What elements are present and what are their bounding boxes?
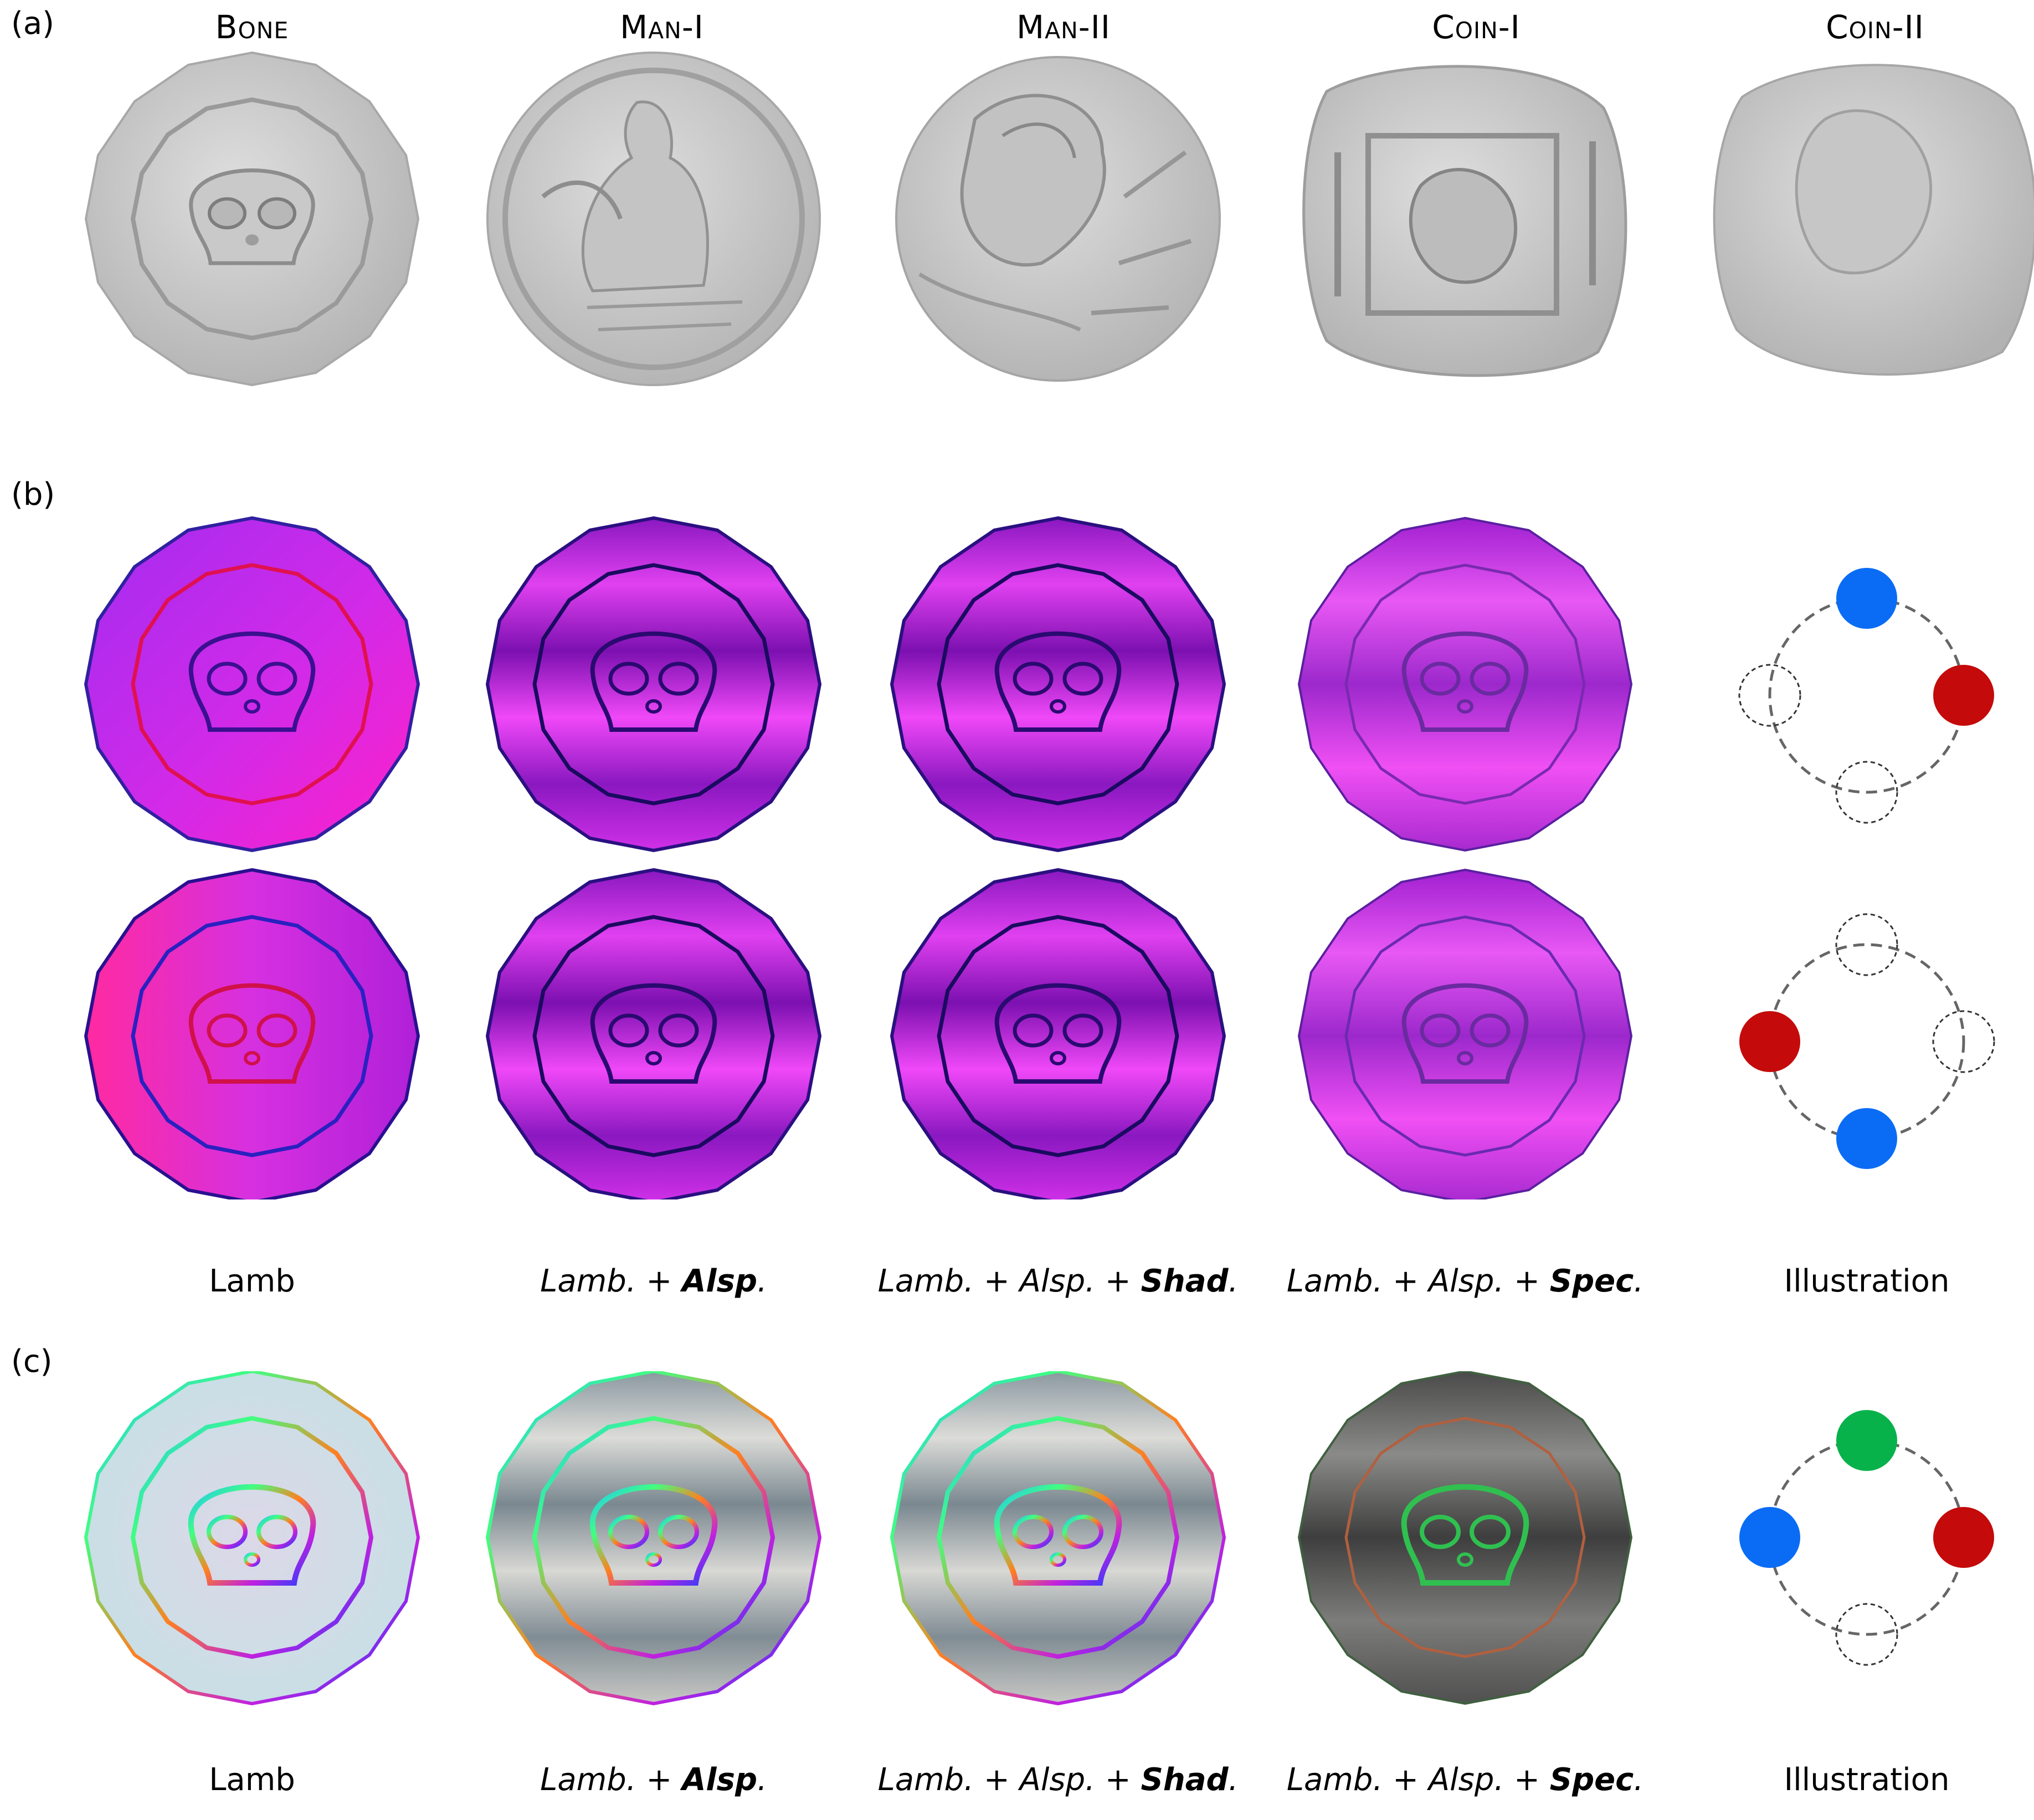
caption-b-shad: Lamb. + Alsp. + Shad. <box>877 1263 1239 1299</box>
title-coin-ii: Coin-II <box>1826 8 1924 46</box>
b1-spec-render <box>1297 516 1633 852</box>
light-green-dot <box>1836 1410 1897 1471</box>
b2-alsp-render <box>485 868 822 1199</box>
row-c-renders <box>84 1371 1994 1706</box>
man-i-coin-render <box>486 52 821 386</box>
coin-ii-render <box>1713 64 2034 376</box>
c-spec-render <box>1297 1371 1633 1705</box>
row-b-renders <box>84 516 1995 1199</box>
man-ii-coin-render <box>895 56 1221 382</box>
caption-b-alsp: Lamb. + Alsp. <box>540 1263 767 1299</box>
light-red-dot <box>1739 1011 1800 1072</box>
c-shad-render <box>890 1371 1226 1706</box>
b2-illustration <box>1739 913 1995 1169</box>
light-blue-dot <box>1836 568 1897 629</box>
light-blue-dot <box>1836 1108 1897 1169</box>
b2-spec-render <box>1297 868 1633 1199</box>
caption-b-illustration: Illustration <box>1784 1263 1950 1299</box>
caption-c-spec: Lamb. + Alsp. + Spec. <box>1286 1762 1644 1798</box>
title-man-ii: Man-II <box>1016 8 1111 46</box>
b1-illustration <box>1738 568 1994 824</box>
caption-b-spec: Lamb. + Alsp. + Spec. <box>1286 1263 1644 1299</box>
caption-c-shad: Lamb. + Alsp. + Shad. <box>877 1762 1239 1798</box>
c-lamb-render <box>84 1371 420 1706</box>
title-coin-i: Coin-I <box>1432 8 1521 46</box>
b2-shad-render <box>890 868 1226 1199</box>
caption-c-lamb: Lamb <box>209 1762 295 1798</box>
panel-label-a: (a) <box>11 6 55 42</box>
caption-c-alsp: Lamb. + Alsp. <box>540 1762 767 1798</box>
coin-i-render <box>1302 65 1627 377</box>
light-red-dot <box>1933 665 1994 726</box>
title-man-i: Man-I <box>620 8 704 46</box>
c-alsp-render <box>485 1371 822 1706</box>
b1-shad-render <box>890 516 1226 853</box>
bone-coin-render <box>84 51 420 387</box>
panel-label-b: (b) <box>11 476 55 512</box>
title-bone: Bone <box>215 8 289 46</box>
light-blue-dot <box>1739 1507 1800 1568</box>
light-red-dot <box>1933 1507 1994 1568</box>
row-a-renders <box>84 51 2034 387</box>
caption-c-illustration: Illustration <box>1784 1762 1950 1798</box>
panel-label-c: (c) <box>11 1344 53 1380</box>
b1-lamb-render <box>84 516 420 853</box>
caption-b-lamb: Lamb <box>209 1263 295 1299</box>
b1-alsp-render <box>485 516 822 853</box>
b2-lamb-render <box>84 868 420 1199</box>
c-illustration <box>1739 1410 1994 1666</box>
